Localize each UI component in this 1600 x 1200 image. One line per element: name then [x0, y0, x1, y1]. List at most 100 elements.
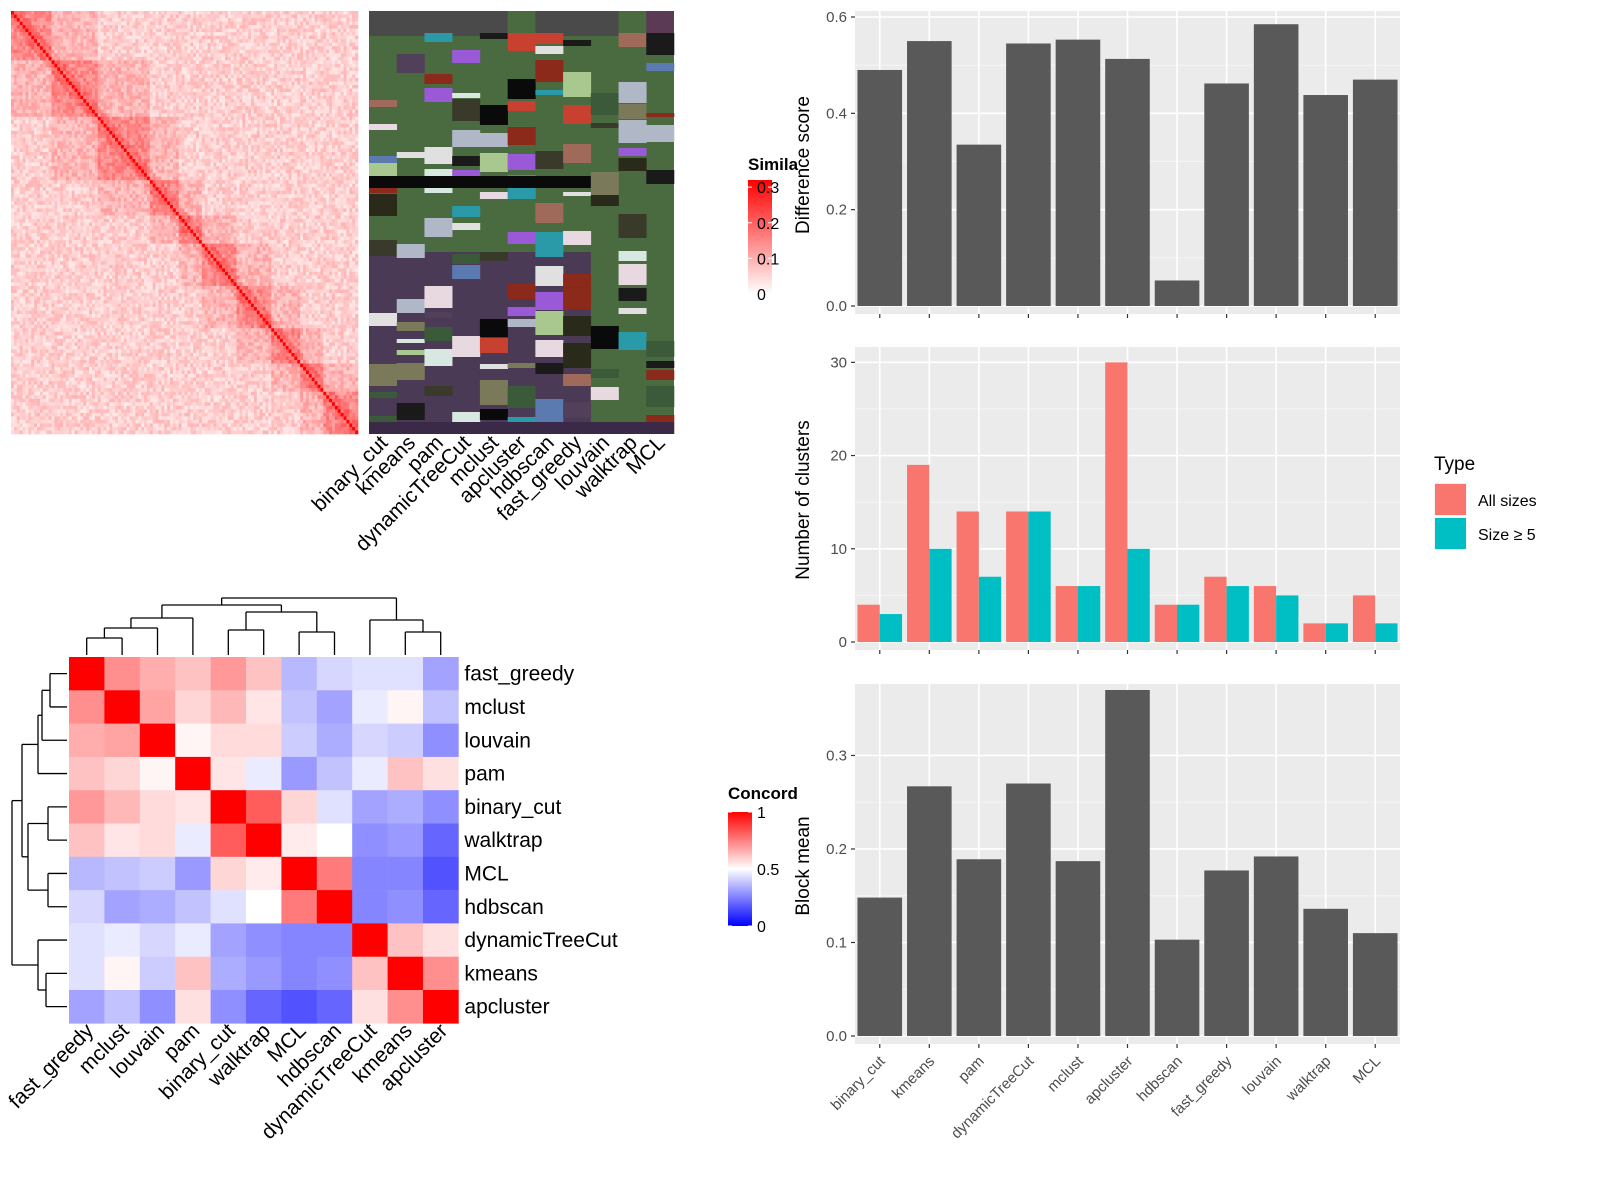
similarity-cell: [144, 77, 148, 82]
similarity-cell: [288, 28, 292, 33]
similarity-cell: [196, 18, 200, 22]
similarity-cell: [334, 123, 339, 128]
similarity-cell: [355, 39, 359, 44]
similarity-cell: [340, 46, 344, 51]
similarity-cell: [132, 32, 136, 36]
similarity-cell: [34, 14, 38, 19]
similarity-cell: [60, 106, 64, 110]
similarity-cell: [326, 49, 330, 54]
similarity-cell: [346, 116, 350, 121]
similarity-cell: [31, 21, 35, 26]
similarity-cell: [233, 56, 237, 61]
similarity-cell: [268, 70, 272, 75]
similarity-cell: [74, 127, 78, 132]
similarity-cell: [224, 137, 229, 142]
similarity-cell: [268, 109, 272, 114]
similarity-cell: [331, 18, 336, 22]
similarity-cell: [352, 74, 356, 79]
similarity-cell: [285, 77, 289, 82]
similarity-cell: [204, 109, 208, 114]
similarity-cell: [256, 99, 260, 103]
similarity-cell: [277, 134, 281, 139]
similarity-cell: [320, 123, 324, 128]
similarity-cell: [28, 141, 32, 146]
similarity-cell: [308, 28, 313, 33]
similarity-cell: [164, 11, 168, 15]
similarity-cell: [28, 14, 32, 19]
similarity-cell: [120, 60, 125, 65]
similarity-cell: [196, 141, 200, 146]
similarity-cell: [77, 120, 81, 125]
similarity-cell: [196, 77, 200, 82]
similarity-cell: [331, 77, 336, 82]
similarity-cell: [80, 134, 84, 139]
similarity-cell: [86, 32, 90, 36]
similarity-cell: [326, 63, 330, 68]
similarity-cell: [181, 74, 185, 79]
similarity-cell: [158, 53, 162, 58]
similarity-cell: [320, 127, 324, 132]
similarity-cell: [352, 141, 356, 146]
similarity-cell: [167, 63, 171, 68]
similarity-cell: [144, 18, 148, 22]
similarity-cell: [274, 85, 278, 89]
similarity-cell: [16, 70, 20, 75]
similarity-cell: [109, 81, 113, 86]
similarity-cell: [117, 18, 122, 22]
similarity-cell: [311, 102, 315, 107]
similarity-cell: [253, 120, 258, 125]
similarity-cell: [329, 18, 333, 22]
similarity-cell: [326, 42, 330, 47]
similarity-cell: [262, 39, 266, 44]
similarity-cell: [196, 56, 200, 61]
similarity-cell: [155, 123, 159, 128]
similarity-cell: [193, 42, 197, 47]
similarity-cell: [268, 123, 272, 128]
similarity-cell: [201, 106, 206, 110]
similarity-cell: [120, 53, 125, 58]
similarity-cell: [329, 102, 333, 107]
similarity-cell: [277, 74, 281, 79]
similarity-cell: [317, 120, 321, 125]
similarity-cell: [57, 141, 61, 146]
similarity-cell: [239, 70, 243, 75]
similarity-cell: [115, 28, 119, 33]
similarity-cell: [326, 18, 330, 22]
similarity-cell: [216, 95, 220, 100]
similarity-cell: [190, 42, 194, 47]
similarity-cell: [198, 148, 203, 153]
similarity-cell: [245, 81, 249, 86]
similarity-cell: [155, 77, 159, 82]
similarity-cell: [54, 11, 58, 15]
similarity-cell: [326, 67, 330, 72]
similarity-cell: [80, 21, 84, 26]
similarity-cell: [329, 106, 333, 110]
similarity-cell: [54, 53, 58, 58]
similarity-cell: [337, 85, 341, 89]
similarity-cell: [352, 77, 356, 82]
similarity-cell: [300, 102, 304, 107]
similarity-cell: [303, 63, 307, 68]
similarity-cell: [106, 11, 110, 15]
similarity-cell: [16, 144, 20, 149]
similarity-cell: [251, 21, 255, 26]
similarity-cell: [323, 99, 327, 103]
similarity-cell: [251, 127, 255, 132]
similarity-cell: [271, 74, 275, 79]
similarity-cell: [349, 141, 353, 146]
similarity-cell: [152, 88, 156, 93]
similarity-cell: [28, 144, 32, 149]
similarity-cell: [190, 63, 194, 68]
similarity-cell: [94, 11, 99, 15]
similarity-cell: [178, 42, 182, 47]
similarity-cell: [65, 39, 70, 44]
similarity-cell: [37, 144, 41, 149]
similarity-cell: [74, 74, 78, 79]
similarity-cell: [103, 95, 107, 100]
similarity-cell: [170, 152, 174, 156]
similarity-cell: [34, 35, 38, 40]
similarity-cell: [54, 81, 58, 86]
similarity-cell: [146, 134, 151, 139]
similarity-cell: [42, 88, 46, 93]
similarity-cell: [311, 25, 315, 29]
